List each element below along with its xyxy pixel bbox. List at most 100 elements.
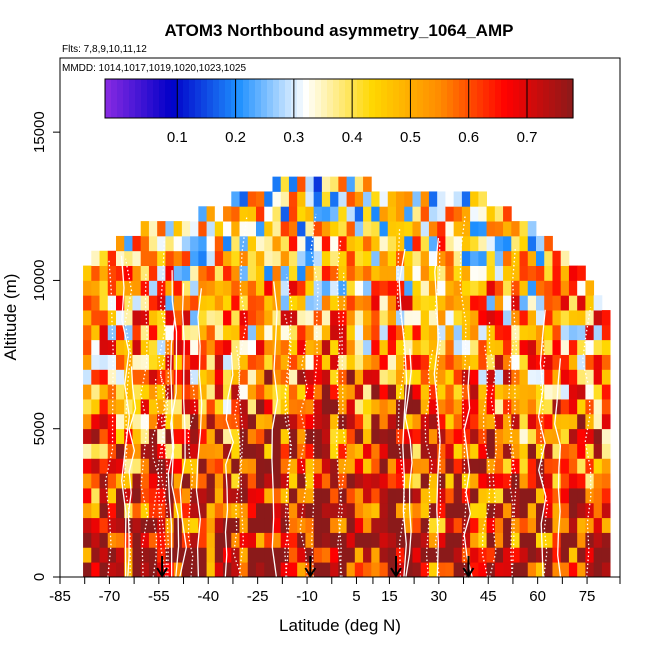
heatmap-cell: [552, 295, 562, 311]
heatmap-cell: [437, 324, 446, 341]
heatmap-cell: [519, 265, 529, 281]
heatmap-cell: [83, 413, 92, 430]
colorbar-swatch: [411, 79, 418, 118]
heatmap-cell: [107, 399, 117, 415]
heatmap-cell: [519, 250, 529, 266]
flight-track: [157, 303, 167, 577]
heatmap-cell: [190, 354, 199, 370]
heatmap-cell: [494, 265, 504, 281]
heatmap-cell: [363, 458, 372, 474]
heatmap-cell: [116, 354, 125, 370]
heatmap-cell: [91, 428, 100, 444]
heatmap-cell: [338, 562, 347, 577]
heatmap-cell: [247, 280, 257, 296]
heatmap-cell: [437, 250, 446, 266]
heatmap-cell: [280, 502, 290, 519]
heatmap-cell: [420, 547, 430, 563]
heatmap-cell: [445, 295, 455, 311]
heatmap-cell: [140, 458, 150, 474]
heatmap-cell: [214, 235, 224, 252]
heatmap-cell: [148, 280, 158, 296]
heatmap-cell: [264, 250, 273, 266]
heatmap-cell: [206, 265, 216, 281]
heatmap-cell: [288, 399, 298, 415]
heatmap-cell: [173, 399, 183, 415]
heatmap-cell: [198, 443, 207, 459]
heatmap-cell: [305, 354, 315, 370]
flight-track: [187, 369, 196, 577]
heatmap-cell: [527, 354, 537, 370]
heatmap-cell: [544, 502, 553, 519]
heatmap-cell: [486, 250, 496, 266]
heatmap-cell: [420, 206, 430, 222]
heatmap-cell: [536, 517, 545, 533]
heatmap-cell: [83, 324, 92, 341]
heatmap-cell: [560, 502, 570, 519]
heatmap-cell: [181, 488, 191, 504]
heatmap-cell: [420, 354, 430, 370]
heatmap-cell: [346, 250, 356, 266]
heatmap-cell: [330, 221, 339, 237]
heatmap-cell: [453, 191, 463, 207]
heatmap-cell: [404, 324, 413, 341]
heatmap-cell: [99, 265, 109, 281]
heatmap-cell: [420, 191, 430, 207]
colorbar-swatch: [105, 79, 112, 118]
heatmap-cell: [107, 458, 117, 474]
heatmap-cell: [354, 502, 364, 519]
heatmap-cell: [511, 517, 520, 533]
heatmap-cell: [511, 339, 520, 355]
heatmap-cell: [346, 488, 356, 504]
heatmap-cell: [214, 324, 224, 341]
heatmap-cell: [116, 250, 125, 266]
heatmap-cell: [585, 413, 595, 430]
heatmap-cell: [288, 547, 298, 563]
heatmap-cell: [519, 295, 529, 311]
heatmap-cell: [536, 547, 545, 563]
heatmap-cell: [99, 354, 109, 370]
heatmap-cell: [330, 339, 339, 355]
heatmap-cell: [173, 324, 183, 341]
heatmap-cell: [544, 473, 553, 489]
heatmap-cell: [552, 265, 562, 281]
y-tick-label: 10000: [31, 260, 48, 302]
heatmap-cell: [568, 354, 578, 370]
heatmap-cell: [239, 458, 249, 474]
heatmap-cell: [437, 206, 446, 222]
heatmap-cell: [437, 280, 446, 296]
heatmap-cell: [445, 280, 455, 296]
colorbar-swatch: [471, 79, 478, 118]
heatmap-cell: [256, 310, 265, 326]
heatmap-cell: [420, 235, 430, 252]
heatmap-cell: [437, 310, 446, 326]
heatmap-cell: [453, 399, 463, 415]
heatmap-cell: [453, 265, 463, 281]
heatmap-cell: [157, 280, 166, 296]
heatmap-cell: [256, 562, 265, 577]
heatmap-cell: [91, 562, 100, 577]
heatmap-cell: [536, 488, 545, 504]
heatmap-cell: [297, 265, 306, 281]
heatmap-cell: [116, 562, 125, 577]
heatmap-cell: [288, 369, 298, 385]
heatmap-cell: [461, 399, 471, 415]
flight-tracks: [104, 213, 592, 577]
heatmap-cell: [519, 547, 529, 563]
heatmap-cell: [412, 502, 422, 519]
colorbar-swatch: [303, 79, 310, 118]
heatmap-cell: [247, 384, 257, 400]
heatmap-cell: [536, 369, 545, 385]
colorbar-swatch: [231, 79, 238, 118]
heatmap-cell: [83, 562, 92, 577]
heatmap-cell: [363, 384, 372, 400]
heatmap-cell: [396, 280, 405, 296]
heatmap-cell: [116, 428, 125, 444]
heatmap-cell: [544, 354, 553, 370]
heatmap-cell: [280, 428, 290, 444]
heatmap-cell: [396, 473, 405, 489]
colorbar-swatch: [507, 79, 514, 118]
heatmap-cell: [486, 532, 496, 548]
heatmap-cell: [247, 517, 257, 533]
heatmap-cell: [214, 280, 224, 296]
x-tick-label: -55: [148, 588, 170, 605]
